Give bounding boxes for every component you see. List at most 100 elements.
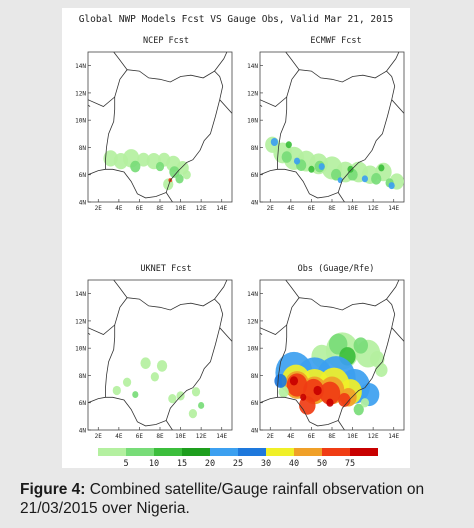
- lon-label: 14E: [216, 205, 227, 212]
- lon-label: 14E: [216, 433, 227, 440]
- lat-label: 6N: [251, 172, 259, 179]
- legend-swatch: [126, 448, 154, 456]
- figure-panel: Global NWP Models Fcst VS Gauge Obs, Val…: [62, 8, 410, 468]
- lon-label: 8E: [328, 433, 336, 440]
- coastline-east: [337, 192, 345, 202]
- border-niger: [113, 52, 128, 70]
- lon-label: 8E: [156, 205, 164, 212]
- border-cameroon: [391, 99, 404, 114]
- rain-cell: [378, 164, 385, 172]
- lat-label: 6N: [79, 400, 87, 407]
- border-niger: [285, 280, 300, 298]
- rain-cell: [361, 175, 368, 183]
- lat-label: 12N: [75, 318, 86, 325]
- map-title-ncep: NCEP Fcst: [142, 36, 190, 46]
- map-title-obs: Obs (Guage/Rfe): [297, 264, 375, 274]
- map-uknet: 14N 12N 10N 8N 6N 4N 2E 4E 6E 8E 10E 12E 14E: [75, 279, 233, 440]
- map-frame: [87, 279, 233, 431]
- border-ghana: [88, 332, 91, 335]
- rain-cell: [330, 168, 342, 181]
- map-plot: 14N 12N 10N 8N 6N 4N 2E 4E 6E 8E 10E 12E 14E: [75, 51, 233, 212]
- figure-caption: Figure 4: Combined satellite/Gauge rainf…: [20, 480, 454, 518]
- lon-label: 2E: [267, 205, 275, 212]
- caption-label: Figure 4:: [20, 481, 86, 498]
- nigeria-border: [277, 297, 396, 427]
- coastline-west: [260, 396, 278, 404]
- coastline-east: [337, 420, 345, 430]
- border-niger: [285, 52, 300, 70]
- border-cameroon: [219, 327, 232, 342]
- rain-cell: [371, 173, 382, 185]
- lon-label: 4E: [115, 205, 123, 212]
- nigeria-border: [105, 297, 224, 427]
- lon-label: 4E: [287, 205, 295, 212]
- lat-label: 6N: [251, 400, 259, 407]
- map-title-uknet: UKNET Fcst: [140, 264, 192, 274]
- border-cameroon: [219, 99, 232, 114]
- rain-cell: [338, 393, 351, 407]
- lon-label: 6E: [308, 433, 316, 440]
- lon-label: 12E: [368, 205, 379, 212]
- lon-label: 2E: [267, 433, 275, 440]
- lon-label: 14E: [388, 205, 399, 212]
- legend-label: 25: [233, 459, 243, 468]
- coastline-east: [165, 420, 173, 430]
- map-plot: 14N 12N 10N 8N 6N 4N 2E 4E 6E 8E 10E 12E 14E: [247, 279, 405, 440]
- legend-label: 20: [205, 459, 215, 468]
- legend-swatch: [350, 448, 378, 456]
- lat-label: 8N: [251, 373, 259, 380]
- lon-label: 10E: [175, 205, 186, 212]
- lat-label: 4N: [251, 200, 259, 207]
- lon-label: 6E: [136, 433, 144, 440]
- lon-label: 10E: [347, 205, 358, 212]
- rain-cell: [289, 376, 299, 386]
- lon-label: 4E: [287, 433, 295, 440]
- map-frame: [87, 51, 233, 203]
- border-ghana: [260, 332, 263, 335]
- rain-cell: [347, 165, 354, 173]
- legend-swatch: [266, 448, 294, 456]
- lat-label: 12N: [247, 318, 258, 325]
- lon-label: 12E: [196, 205, 207, 212]
- lon-label: 2E: [95, 205, 103, 212]
- rain-cell: [175, 174, 184, 184]
- legend-label: 40: [289, 459, 299, 468]
- lat-label: 14N: [247, 291, 258, 298]
- lat-label: 4N: [79, 200, 87, 207]
- rain-cell: [375, 363, 388, 377]
- rain-cell: [156, 360, 168, 372]
- border-chad: [386, 280, 400, 300]
- nigeria-border: [277, 69, 396, 199]
- lon-label: 10E: [347, 433, 358, 440]
- rain-cell: [313, 385, 322, 396]
- rain-cell: [132, 391, 139, 399]
- rain-cell: [168, 394, 177, 404]
- border-benin: [88, 96, 115, 107]
- rain-cell: [308, 165, 315, 173]
- rain-cell: [112, 385, 121, 396]
- lat-label: 10N: [247, 346, 258, 353]
- lat-label: 4N: [79, 428, 87, 435]
- legend-label: 5: [123, 459, 128, 468]
- lon-label: 2E: [95, 433, 103, 440]
- lat-label: 10N: [75, 346, 86, 353]
- legend-swatch: [238, 448, 266, 456]
- rain-cell: [353, 403, 364, 416]
- border-chad: [214, 280, 228, 300]
- rain-cell: [270, 137, 278, 147]
- legend-swatch: [182, 448, 210, 456]
- legend-swatch: [98, 448, 126, 456]
- lat-label: 4N: [251, 428, 259, 435]
- rain-cell: [353, 337, 368, 354]
- legend-swatch: [322, 448, 350, 456]
- map-obs: 14N 12N 10N 8N 6N 4N 2E 4E 6E 8E 10E 12E 14E: [247, 279, 405, 440]
- lat-label: 8N: [79, 373, 87, 380]
- coastline-west: [88, 168, 106, 176]
- rain-cell: [130, 160, 141, 173]
- color-legend: 5 10 15 20 25 30 40 50 75: [98, 448, 378, 468]
- map-title-ecmwf: ECMWF Fcst: [310, 36, 362, 46]
- rain-cell: [150, 372, 159, 382]
- border-benin: [260, 96, 287, 107]
- rain-cell: [274, 373, 287, 388]
- lon-label: 4E: [115, 433, 123, 440]
